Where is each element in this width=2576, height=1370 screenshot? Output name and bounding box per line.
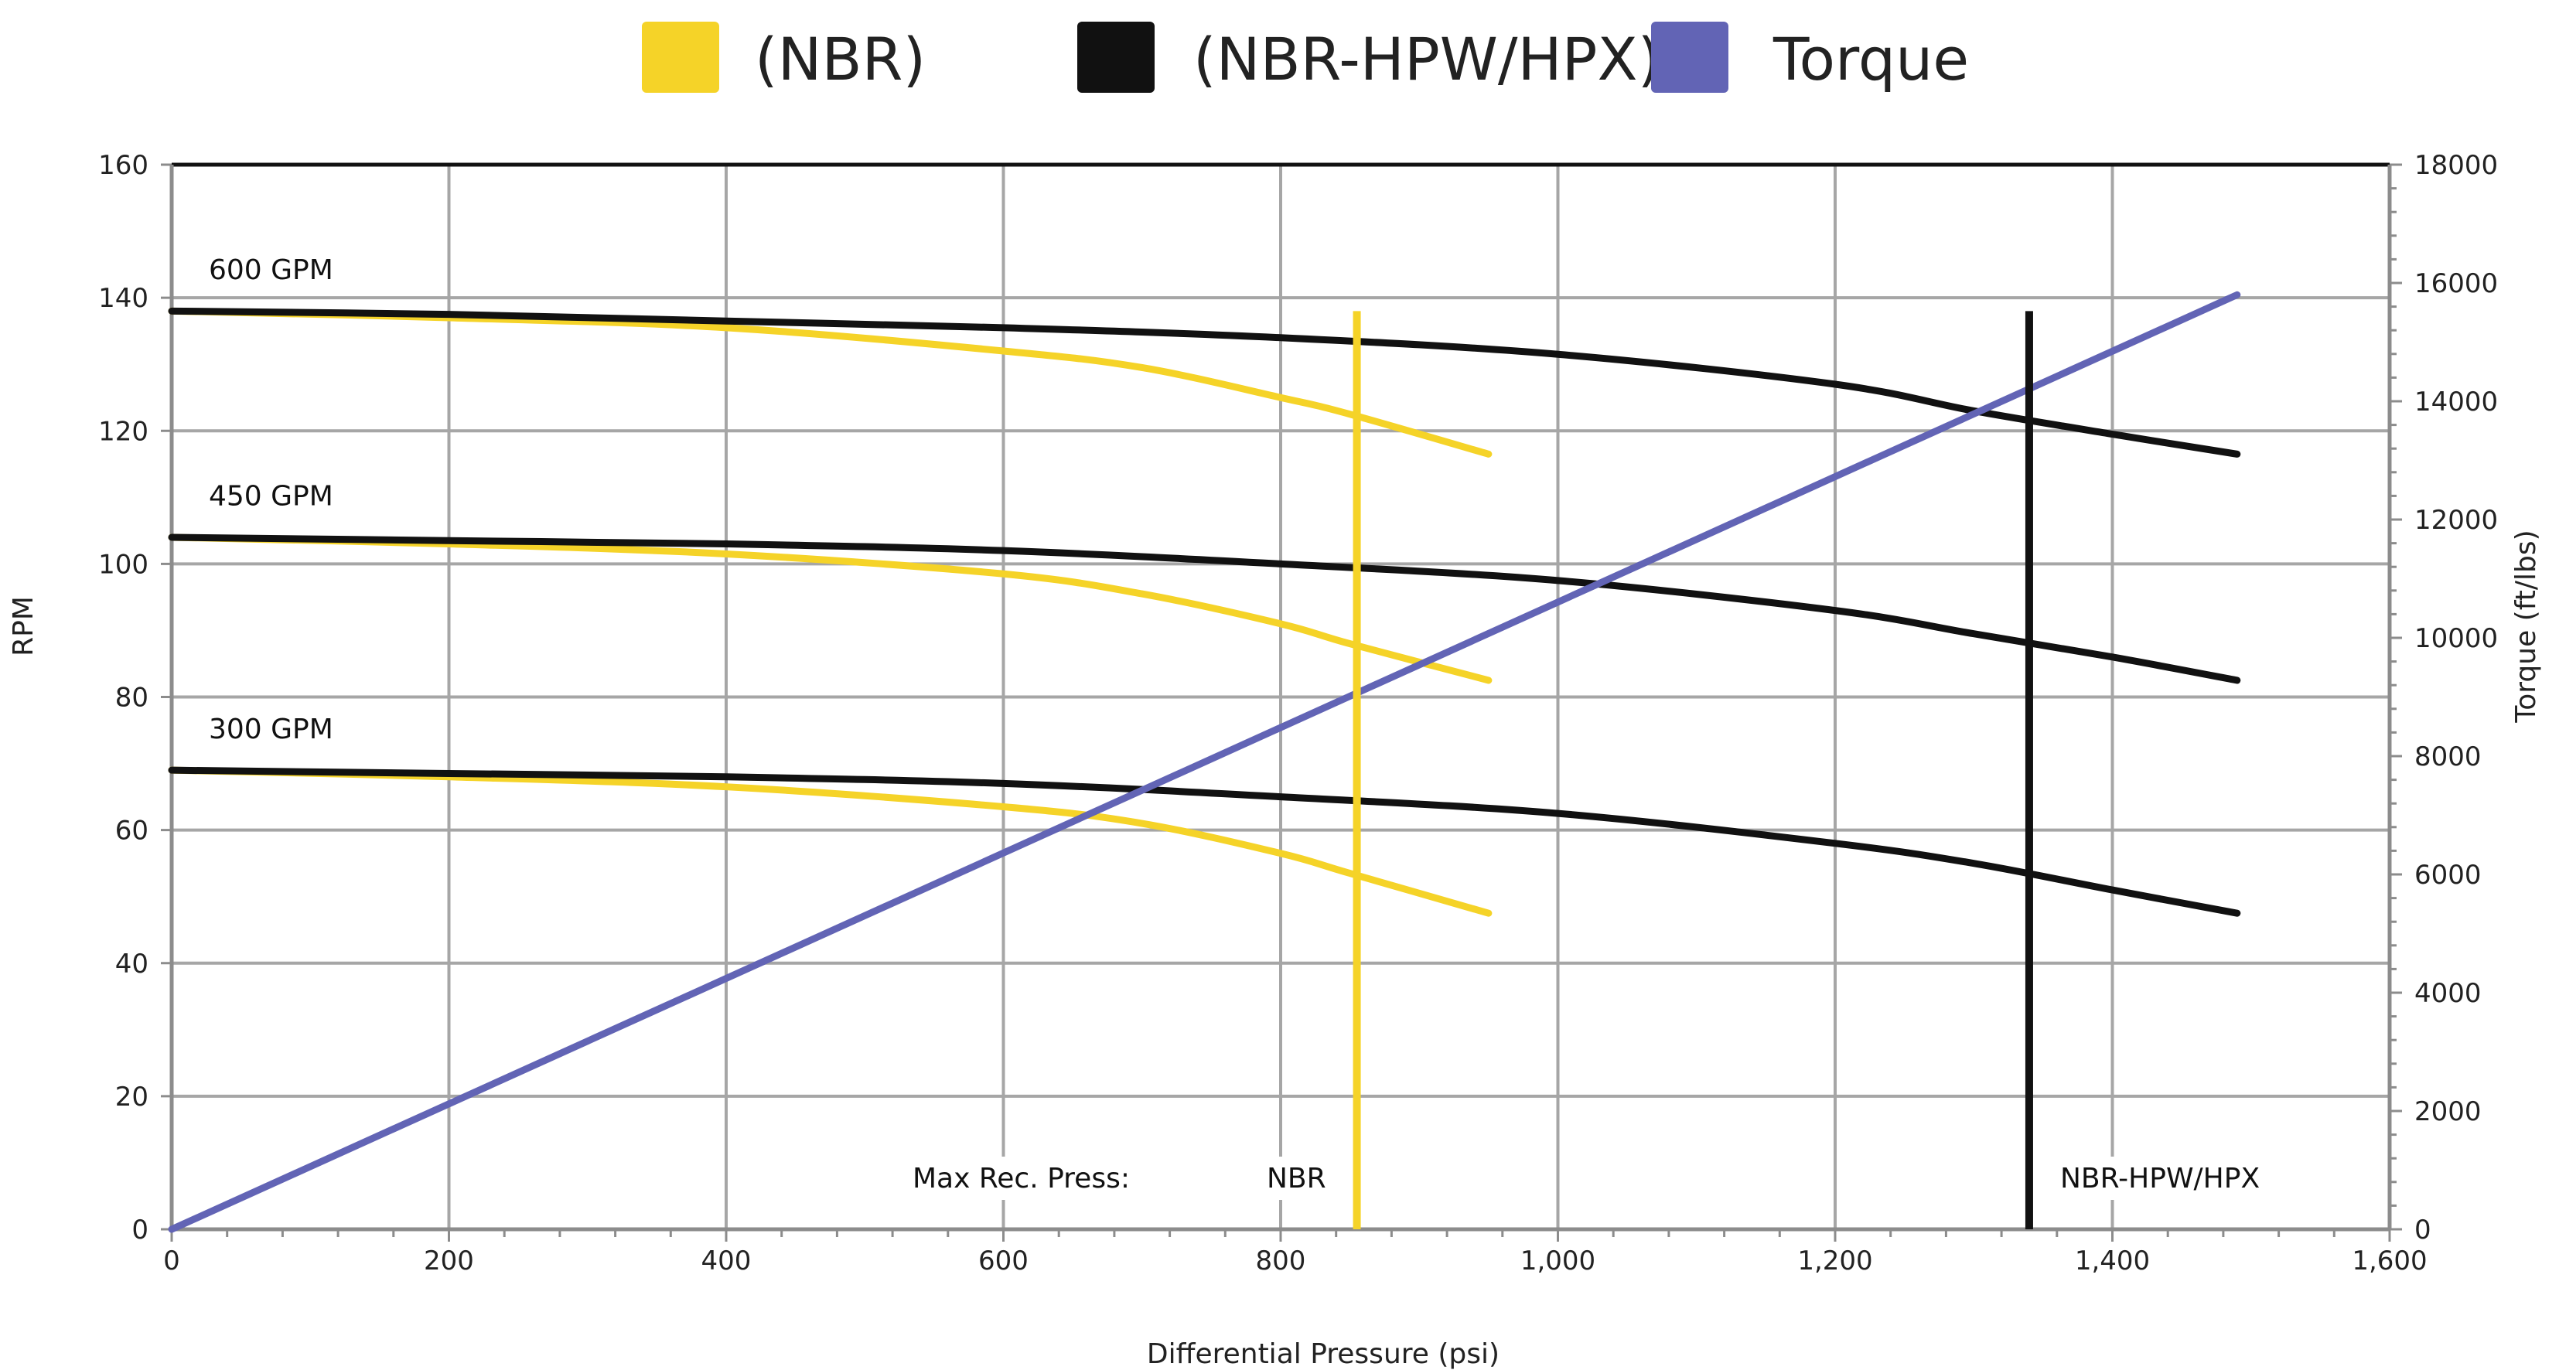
max-rec-press-label: Max Rec. Press: [913, 1163, 1130, 1194]
y2-tick-label: 16000 [2414, 268, 2498, 299]
legend-label: (NBR) [755, 25, 926, 94]
y-tick-label: 140 [98, 283, 148, 314]
legend-swatch [1077, 22, 1155, 93]
nbr-press-label-box [1251, 1157, 1338, 1200]
max-rec-press-label-box [906, 1157, 1148, 1200]
series [168, 291, 2241, 1233]
legend: (NBR) (NBR-HPW/HPX) Torque [642, 22, 1969, 94]
y-tick-label: 160 [98, 150, 148, 181]
nbr-hpw-hpx-curve [168, 766, 2241, 917]
flow-label: 600 GPM [209, 254, 333, 286]
y2-tick-label: 0 [2414, 1215, 2431, 1246]
nbr-hpw-hpx-press-label-box [2051, 1157, 2280, 1200]
y-tick-label: 80 [115, 683, 148, 714]
nbr-hpw-hpx-press-label: NBR-HPW/HPX [2060, 1163, 2260, 1194]
nbr-hpw-hpx-curve [168, 307, 2241, 458]
y-tick-label: 120 [98, 416, 148, 447]
annotations: 600 GPM 450 GPM 300 GPM Max Rec. Press: NBR N… [200, 251, 2280, 1229]
y2-tick-label: 2000 [2414, 1096, 2482, 1127]
y-axis-title: RPM [8, 596, 39, 656]
flow-label-box [200, 251, 345, 291]
nbr-hpw-hpx-curve [168, 533, 2241, 684]
y2-tick-label: 14000 [2414, 387, 2498, 417]
y2-tick-label: 10000 [2414, 623, 2498, 654]
x-tick-label: 200 [424, 1246, 474, 1276]
y-tick-label: 40 [115, 949, 148, 980]
nbr-curve [168, 307, 1493, 458]
torque-line [168, 291, 2241, 1233]
y2-tick-label: 18000 [2414, 150, 2498, 181]
x-tick-label: 1,200 [1797, 1246, 1872, 1276]
flow-label: 300 GPM [209, 714, 333, 745]
x-axis-title: Differential Pressure (psi) [1147, 1338, 1500, 1370]
y2-tick-label: 4000 [2414, 978, 2482, 1009]
y-tick-label: 0 [131, 1215, 148, 1246]
y2-tick-label: 12000 [2414, 505, 2498, 536]
y-tick-label: 60 [115, 816, 148, 847]
flow-label: 450 GPM [209, 481, 333, 513]
x-tick-label: 600 [978, 1246, 1029, 1276]
x-tick-label: 400 [701, 1246, 752, 1276]
x-tick-label: 800 [1256, 1246, 1306, 1276]
x-tick-label: 1,000 [1520, 1246, 1595, 1276]
flow-label-box [200, 710, 345, 749]
y2-axis-title: Torque (ft/lbs) [2510, 530, 2542, 723]
flow-label-box [200, 477, 345, 516]
y2-tick-label: 8000 [2414, 741, 2482, 772]
grid [172, 165, 2390, 1229]
x-tick-label: 1,600 [2352, 1246, 2427, 1276]
legend-label: Torque [1772, 25, 1969, 94]
axis-ticks: 0 200 400 600 800 1,000 1,200 1,400 1,6000204060… [98, 150, 2498, 1276]
x-tick-label: 0 [163, 1246, 180, 1276]
legend-label: (NBR-HPW/HPX) [1193, 25, 1660, 94]
y-tick-label: 20 [115, 1082, 148, 1113]
legend-swatch [1651, 22, 1728, 93]
legend-swatch [642, 22, 719, 93]
nbr-curve [168, 533, 1493, 684]
x-tick-label: 1,400 [2075, 1246, 2150, 1276]
nbr-curve [168, 766, 1493, 917]
nbr-press-label: NBR [1267, 1163, 1326, 1194]
y2-tick-label: 6000 [2414, 860, 2482, 891]
y-tick-label: 100 [98, 549, 148, 580]
